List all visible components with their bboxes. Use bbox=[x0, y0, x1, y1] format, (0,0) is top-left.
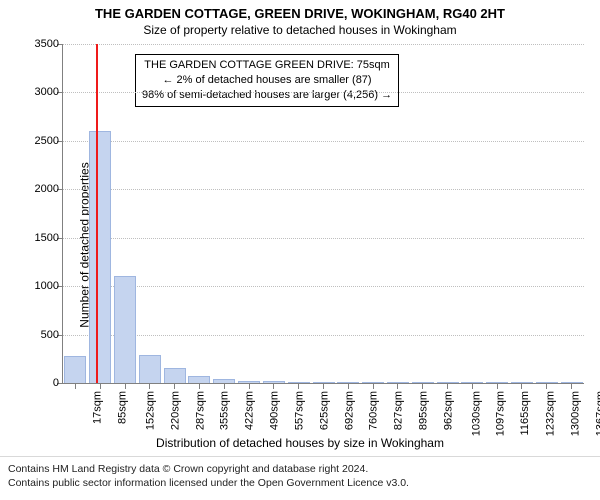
histogram-bar bbox=[188, 376, 210, 383]
y-tick-label: 3000 bbox=[35, 86, 59, 98]
x-tick-label: 625sqm bbox=[318, 391, 330, 430]
x-tick-label: 1097sqm bbox=[495, 391, 507, 436]
x-tick-label: 1030sqm bbox=[470, 391, 482, 436]
infobox-line: ← 2% of detached houses are smaller (87) bbox=[142, 73, 392, 88]
x-tick-mark bbox=[373, 383, 374, 389]
x-tick: 355sqm bbox=[188, 383, 210, 389]
x-tick: 625sqm bbox=[288, 383, 310, 389]
y-tick-label: 1500 bbox=[35, 232, 59, 244]
y-tick-label: 1000 bbox=[35, 280, 59, 292]
x-tick-mark bbox=[323, 383, 324, 389]
x-tick: 17sqm bbox=[64, 383, 86, 389]
histogram-bar bbox=[64, 356, 86, 383]
x-tick-mark bbox=[75, 383, 76, 389]
infobox-line: 98% of semi-detached houses are larger (… bbox=[142, 88, 392, 103]
x-tick-label: 760sqm bbox=[368, 391, 380, 430]
x-tick-label: 422sqm bbox=[244, 391, 256, 430]
y-gridline bbox=[63, 335, 584, 336]
chart-title: THE GARDEN COTTAGE, GREEN DRIVE, WOKINGH… bbox=[0, 0, 600, 21]
y-tick-label: 500 bbox=[41, 329, 59, 341]
y-tick-label: 0 bbox=[53, 377, 59, 389]
x-tick: 490sqm bbox=[238, 383, 260, 389]
x-tick-label: 895sqm bbox=[417, 391, 429, 430]
x-tick-label: 1300sqm bbox=[569, 391, 581, 436]
x-tick: 1367sqm bbox=[561, 383, 583, 389]
y-gridline bbox=[63, 44, 584, 45]
y-tick-label: 2500 bbox=[35, 135, 59, 147]
x-tick: 287sqm bbox=[164, 383, 186, 389]
x-tick-label: 85sqm bbox=[117, 391, 129, 424]
x-tick-mark bbox=[249, 383, 250, 389]
x-tick: 1165sqm bbox=[486, 383, 508, 389]
histogram-bar bbox=[114, 276, 136, 383]
x-tick-label: 220sqm bbox=[169, 391, 181, 430]
x-tick-mark bbox=[149, 383, 150, 389]
attribution-footer: Contains HM Land Registry data © Crown c… bbox=[0, 456, 600, 500]
x-tick-label: 692sqm bbox=[343, 391, 355, 430]
x-tick-mark bbox=[447, 383, 448, 389]
x-tick: 895sqm bbox=[387, 383, 409, 389]
x-tick: 692sqm bbox=[313, 383, 335, 389]
x-tick: 422sqm bbox=[213, 383, 235, 389]
histogram-bar bbox=[89, 131, 111, 383]
x-tick-mark bbox=[348, 383, 349, 389]
x-tick-label: 827sqm bbox=[393, 391, 405, 430]
x-tick-mark bbox=[521, 383, 522, 389]
x-tick-mark bbox=[273, 383, 274, 389]
x-tick-mark bbox=[199, 383, 200, 389]
x-tick: 1030sqm bbox=[437, 383, 459, 389]
x-tick: 1097sqm bbox=[461, 383, 483, 389]
x-tick-mark bbox=[125, 383, 126, 389]
histogram-bar bbox=[164, 368, 186, 383]
x-tick-mark bbox=[224, 383, 225, 389]
x-tick: 827sqm bbox=[362, 383, 384, 389]
x-tick-mark bbox=[571, 383, 572, 389]
x-axis-label: Distribution of detached houses by size … bbox=[0, 436, 600, 450]
y-gridline bbox=[63, 92, 584, 93]
x-tick-label: 1367sqm bbox=[594, 391, 600, 436]
x-tick: 760sqm bbox=[337, 383, 359, 389]
x-tick-mark bbox=[546, 383, 547, 389]
y-gridline bbox=[63, 189, 584, 190]
x-tick-label: 557sqm bbox=[293, 391, 305, 430]
x-tick-label: 287sqm bbox=[194, 391, 206, 430]
x-tick-label: 152sqm bbox=[145, 391, 157, 430]
x-tick-mark bbox=[397, 383, 398, 389]
x-tick-label: 1165sqm bbox=[519, 391, 531, 435]
x-tick-label: 962sqm bbox=[442, 391, 454, 430]
x-tick: 152sqm bbox=[114, 383, 136, 389]
infobox-line: THE GARDEN COTTAGE GREEN DRIVE: 75sqm bbox=[142, 58, 392, 73]
x-tick: 220sqm bbox=[139, 383, 161, 389]
x-tick: 1232sqm bbox=[511, 383, 533, 389]
y-tick-label: 2000 bbox=[35, 183, 59, 195]
y-gridline bbox=[63, 286, 584, 287]
x-tick-label: 17sqm bbox=[92, 391, 104, 424]
y-tick-label: 3500 bbox=[35, 38, 59, 50]
x-tick: 85sqm bbox=[89, 383, 111, 389]
y-gridline bbox=[63, 238, 584, 239]
x-tick-label: 1232sqm bbox=[545, 391, 557, 436]
x-tick: 557sqm bbox=[263, 383, 285, 389]
footer-line: Contains HM Land Registry data © Crown c… bbox=[8, 462, 592, 476]
x-tick-label: 490sqm bbox=[269, 391, 281, 430]
footer-line: Contains public sector information licen… bbox=[8, 476, 592, 490]
x-tick-mark bbox=[174, 383, 175, 389]
x-tick-mark bbox=[422, 383, 423, 389]
x-tick-mark bbox=[497, 383, 498, 389]
chart-container: Number of detached properties THE GARDEN… bbox=[0, 38, 600, 452]
x-tick-mark bbox=[100, 383, 101, 389]
plot-area: THE GARDEN COTTAGE GREEN DRIVE: 75sqm ← … bbox=[62, 44, 584, 384]
y-gridline bbox=[63, 141, 584, 142]
property-marker-line bbox=[96, 44, 98, 383]
x-tick: 962sqm bbox=[412, 383, 434, 389]
property-infobox: THE GARDEN COTTAGE GREEN DRIVE: 75sqm ← … bbox=[135, 54, 399, 107]
histogram-bar bbox=[139, 355, 161, 383]
x-tick-mark bbox=[472, 383, 473, 389]
x-tick-mark bbox=[298, 383, 299, 389]
x-tick-label: 355sqm bbox=[219, 391, 231, 430]
x-tick: 1300sqm bbox=[536, 383, 558, 389]
